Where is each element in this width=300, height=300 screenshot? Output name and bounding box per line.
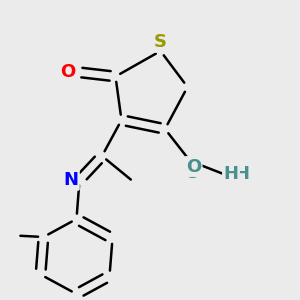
Text: O: O: [60, 63, 75, 81]
Text: O: O: [184, 164, 200, 181]
Text: O: O: [186, 158, 201, 175]
Text: N: N: [63, 171, 78, 189]
Text: S: S: [154, 33, 167, 51]
Text: H: H: [224, 165, 238, 183]
Text: H: H: [234, 165, 249, 183]
